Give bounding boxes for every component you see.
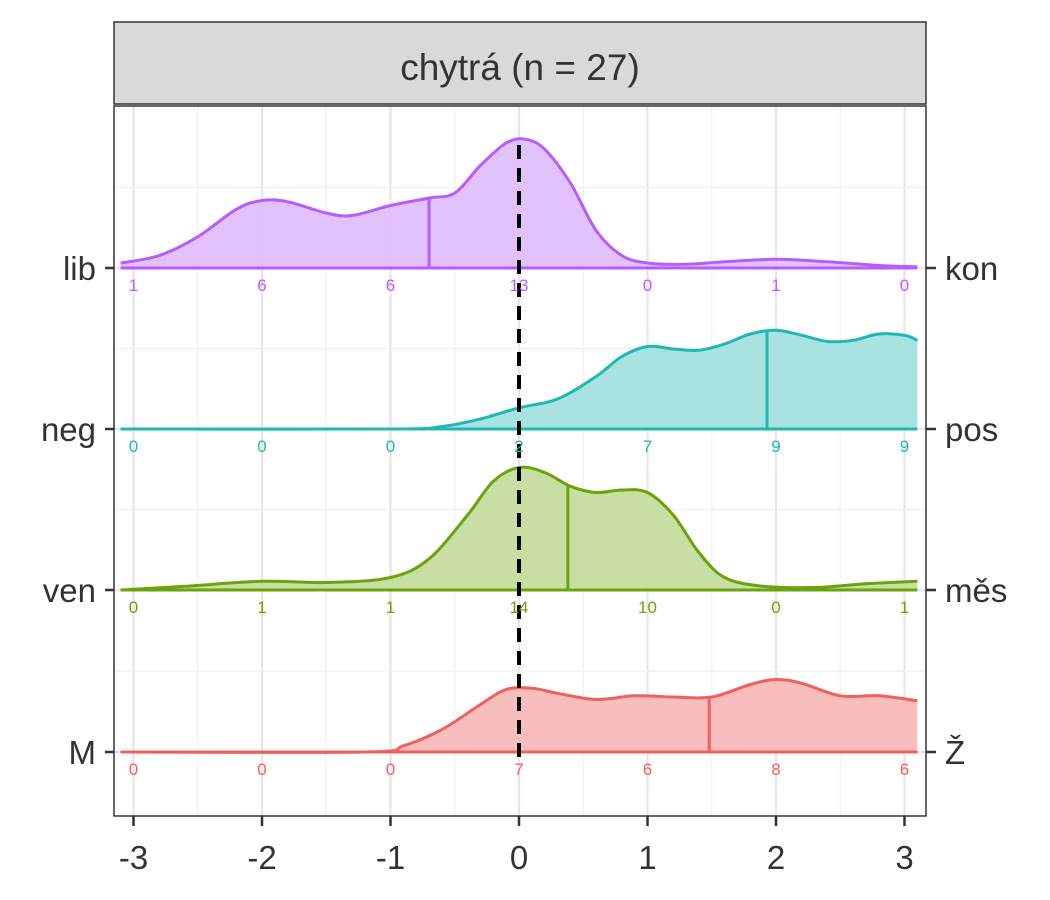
left-axis-label: M [69,734,97,771]
x-axis-tick-label: -2 [247,839,276,876]
count-label: 0 [129,760,138,779]
x-axis-tick-label: 1 [638,839,656,876]
count-label: 0 [129,598,138,617]
count-label: 1 [257,598,266,617]
x-axis: -3 -2 -1 0 1 2 3 [119,816,914,876]
x-axis-tick-label: 3 [895,839,913,876]
x-axis-tick-label: -3 [119,839,148,876]
ridge-line [120,137,918,269]
count-label: 0 [257,437,266,456]
left-axis: lib neg ven M [41,250,114,771]
count-label: 8 [771,760,780,779]
count-label: 7 [643,437,652,456]
count-label: 0 [129,437,138,456]
count-label: 7 [514,760,523,779]
right-axis-label: měs [945,572,1007,609]
facet-strip [113,21,927,105]
count-label: 2 [514,437,523,456]
x-axis-tick-label: 2 [767,839,785,876]
count-label: 0 [771,598,780,617]
count-label: 0 [386,760,395,779]
count-label: 0 [900,276,909,295]
count-label: 9 [900,437,909,456]
left-axis-label: lib [63,250,96,287]
count-label: 14 [510,598,529,617]
count-label: 6 [386,276,395,295]
count-label: 1 [900,598,909,617]
right-axis-label: kon [945,250,998,287]
ridge-area [120,330,918,430]
count-label: 10 [638,598,657,617]
count-label: 13 [510,276,529,295]
facet-title: chytrá (n = 27) [400,47,640,88]
left-axis-label: neg [41,411,96,448]
x-axis-tick-label: 0 [510,839,528,876]
left-axis-label: ven [43,572,96,609]
ridge-line [120,677,918,754]
right-axis-label: pos [945,411,998,448]
right-axis: kon pos měs Ž [926,250,1007,771]
count-label: 6 [900,760,909,779]
right-axis-label: Ž [945,734,965,771]
x-axis-tick-label: -1 [376,839,405,876]
count-label: 1 [386,598,395,617]
count-label: 6 [643,760,652,779]
ridge-line [120,465,918,592]
count-label: 1 [129,276,138,295]
count-label: 0 [386,437,395,456]
ridge-line [120,328,919,431]
count-label: 0 [643,276,652,295]
ridge-area [120,467,918,590]
count-label: 1 [771,276,780,295]
count-label: 9 [771,437,780,456]
count-label: 0 [257,760,266,779]
count-labels: 1 6 6 13 0 1 00 0 0 2 7 9 90 1 1 14 10 0 10 0 0 7 6 8 6 [129,276,909,779]
count-label: 6 [257,276,266,295]
ridge-area [120,679,918,753]
